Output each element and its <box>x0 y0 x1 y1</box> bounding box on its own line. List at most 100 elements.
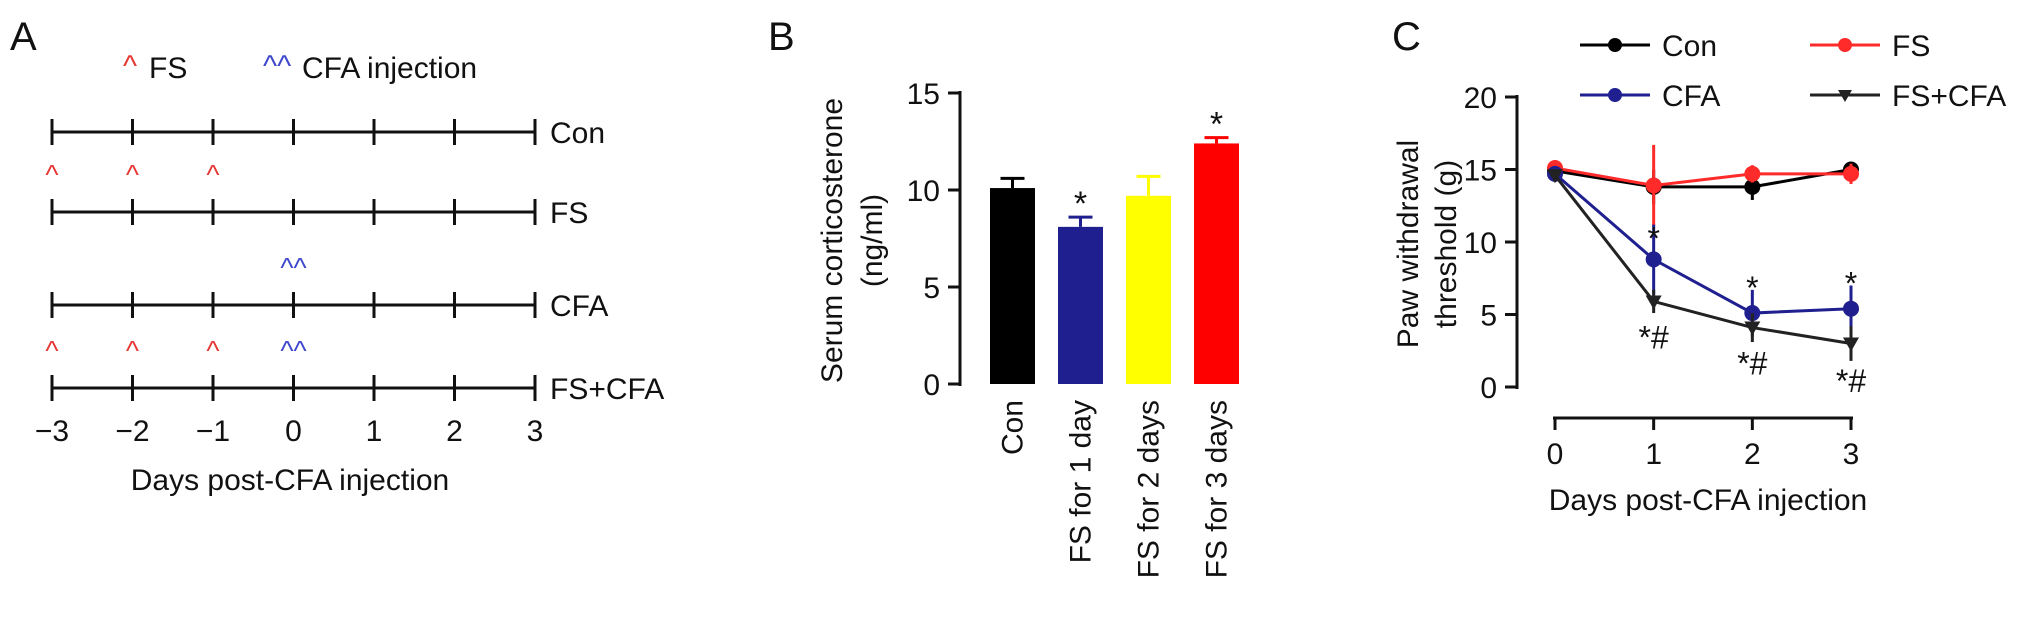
bar <box>990 188 1035 384</box>
data-point <box>1843 337 1859 352</box>
timeline-x-tick-label: −1 <box>196 415 230 448</box>
x-tick-label: 1 <box>1645 438 1662 471</box>
data-point <box>1843 300 1859 317</box>
timeline-row-cfa: CFA ^^ <box>50 252 608 323</box>
timeline-row-fs-cfa: FS+CFA^ ^ ^ ^^ <box>45 335 664 406</box>
y-tick-label: 5 <box>1480 300 1497 333</box>
y-tick-label: 15 <box>1464 155 1497 188</box>
legend-marker <box>1838 90 1852 102</box>
data-point <box>1744 321 1761 336</box>
y-tick-label: 0 <box>923 369 940 402</box>
bar <box>1126 195 1171 384</box>
cfa-caret-icon: ^^ <box>263 50 291 83</box>
significance-marker: *# <box>1836 363 1866 399</box>
fs-caret-icon: ^ <box>206 159 219 190</box>
y-axis-label-line: Paw withdrawal <box>1392 140 1425 348</box>
panel-b-axes: 0 5 10 15 <box>907 78 962 402</box>
legend-marker <box>1838 38 1852 52</box>
fs-caret-icon: ^ <box>126 335 139 366</box>
y-tick-label: 20 <box>1464 82 1497 115</box>
cfa-caret-icon: ^^ <box>280 252 306 283</box>
x-tick-label: 0 <box>1547 438 1564 471</box>
legend-entry: CFA <box>1580 80 1720 113</box>
bar <box>1194 143 1239 384</box>
legend-label: FS <box>1892 30 1930 63</box>
legend-entry: FS <box>1810 30 1930 63</box>
legend-fs-label: FS <box>149 52 187 85</box>
timeline-row-label: FS <box>550 197 588 230</box>
data-point <box>1645 177 1662 194</box>
timeline-x-tick-label: 0 <box>285 415 302 448</box>
timeline-row-fs: FS ^ ^ ^ <box>45 159 588 230</box>
data-point <box>1843 165 1859 182</box>
significance-marker: *# <box>1737 345 1767 381</box>
significance-marker: * <box>1746 270 1758 306</box>
series-line <box>1554 168 1852 189</box>
panel-c-label: C <box>1392 15 1421 59</box>
panel-b-label: B <box>768 15 795 59</box>
legend-entry: FS+CFA <box>1810 80 2006 113</box>
y-tick-label: 0 <box>1480 372 1497 405</box>
series-line <box>1554 166 1851 187</box>
legend-marker <box>1608 38 1622 52</box>
x-tick-label: FS for 2 days <box>1133 400 1166 578</box>
y-tick-label: 10 <box>1464 227 1497 260</box>
y-axis-label-line: (ng/ml) <box>856 194 889 287</box>
series-fs-cfa <box>1547 169 1859 361</box>
data-point <box>1645 251 1662 268</box>
legend-label: FS+CFA <box>1892 80 2006 113</box>
legend-label: CFA <box>1662 80 1720 113</box>
y-axis-label-line: Serum corticosterone <box>816 98 849 383</box>
panel-a-x-axis-label: Days post-CFA injection <box>131 464 449 497</box>
x-tick-label: Con <box>997 400 1030 455</box>
fs-caret-icon: ^ <box>45 159 58 190</box>
x-tick-label: 2 <box>1744 438 1761 471</box>
bar <box>1058 226 1103 384</box>
series-line <box>1554 172 1852 315</box>
timeline-row-con: Con <box>50 117 605 150</box>
timeline-x-tick-label: −3 <box>35 415 69 448</box>
timeline-row-label: CFA <box>550 290 608 323</box>
y-tick-label: 10 <box>907 175 940 208</box>
data-point <box>1547 169 1563 184</box>
panel-c-y-axis-label: Paw withdrawal threshold (g) <box>1392 140 1463 348</box>
fs-caret-icon: ^ <box>206 335 219 366</box>
y-tick-label: 15 <box>907 78 940 111</box>
panel-c-x-axis-label: Days post-CFA injection <box>1549 484 1867 517</box>
panel-b-y-axis-label: Serum corticosterone (ng/ml) <box>816 98 889 383</box>
legend-label: Con <box>1662 30 1717 63</box>
data-point <box>1645 295 1662 310</box>
timeline-x-tick-label: 3 <box>527 415 544 448</box>
significance-marker: * <box>1845 266 1857 302</box>
timeline-x-tick-label: 1 <box>366 415 383 448</box>
panel-b-bar-chart: B 0 5 10 15 Con * FS for 1 day FS for 2 days * F… <box>768 15 1239 578</box>
panel-c-axes: 0 5 10 15 20 0 1 2 3 <box>1464 82 1860 471</box>
data-point <box>1744 178 1761 195</box>
significance-marker: * <box>1647 221 1659 257</box>
significance-marker: * <box>1210 106 1223 144</box>
timeline-x-tick-labels: −3 −2 −1 0 1 2 3 <box>35 415 543 448</box>
cfa-caret-icon: ^^ <box>280 335 306 366</box>
legend-marker <box>1608 88 1622 102</box>
series-con <box>1547 161 1859 205</box>
x-tick-label: FS for 3 days <box>1201 400 1234 578</box>
timeline-row-label: Con <box>550 117 605 150</box>
series-cfa <box>1547 165 1859 337</box>
x-tick-label: 3 <box>1843 438 1860 471</box>
data-point <box>1744 165 1761 182</box>
y-tick-label: 5 <box>923 272 940 305</box>
series-fs <box>1547 144 1859 227</box>
fs-caret-icon: ^ <box>126 159 139 190</box>
significance-marker: * <box>1074 185 1087 223</box>
panel-c-legend: Con FS CFA FS+CFA <box>1580 30 2006 113</box>
x-tick-label: FS for 1 day <box>1065 400 1098 563</box>
panel-c-annotations: * *# * *# * *# <box>1639 221 1867 399</box>
legend-cfa-label: CFA injection <box>302 52 477 85</box>
legend-entry: Con <box>1580 30 1717 63</box>
timeline-row-label: FS+CFA <box>550 373 664 406</box>
panel-c-series <box>1547 144 1859 361</box>
